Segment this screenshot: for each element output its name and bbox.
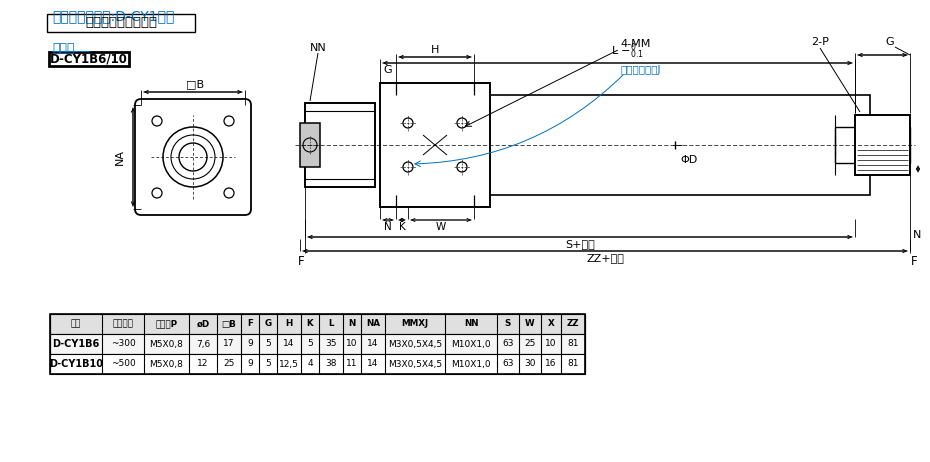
Text: ~300: ~300	[111, 340, 136, 348]
Text: D-CY1B6: D-CY1B6	[52, 339, 100, 349]
Text: 38: 38	[326, 359, 337, 369]
Text: 14: 14	[284, 340, 295, 348]
Text: 行程范围: 行程范围	[113, 320, 134, 328]
Text: ΦD: ΦD	[680, 155, 698, 165]
Text: H: H	[431, 45, 439, 55]
Text: 基本型: 基本型	[52, 42, 74, 55]
Text: M3X0,5X4,5: M3X0,5X4,5	[388, 359, 442, 369]
Text: D-CY1B10: D-CY1B10	[49, 359, 103, 369]
Text: 外形尺寸图（毫米）: 外形尺寸图（毫米）	[85, 17, 157, 30]
Text: X: X	[548, 320, 554, 328]
Text: K: K	[307, 320, 313, 328]
Text: 81: 81	[567, 359, 578, 369]
Text: N: N	[384, 222, 392, 232]
Text: 10: 10	[545, 340, 557, 348]
Text: 16: 16	[545, 359, 557, 369]
Text: MMXJ: MMXJ	[402, 320, 429, 328]
Text: F: F	[911, 255, 918, 268]
Text: □B: □B	[221, 320, 236, 328]
Text: W: W	[525, 320, 535, 328]
Text: ~500: ~500	[111, 359, 136, 369]
Text: NA: NA	[115, 149, 125, 165]
Text: 35: 35	[326, 340, 337, 348]
Bar	[50, 314, 585, 334]
Text: 10: 10	[346, 340, 358, 348]
Text: ZZ+行程: ZZ+行程	[586, 253, 624, 263]
Text: 螺纹有效深度J: 螺纹有效深度J	[620, 65, 660, 75]
Text: L: L	[328, 320, 334, 328]
Text: 14: 14	[367, 359, 379, 369]
Bar	[50, 354, 585, 374]
Text: 30: 30	[525, 359, 536, 369]
Text: S+行程: S+行程	[565, 239, 595, 249]
Text: 63: 63	[502, 340, 513, 348]
Text: 2-P: 2-P	[811, 37, 829, 47]
Bar	[300, 123, 320, 167]
Text: 4-MM: 4-MM	[620, 39, 650, 49]
Text: 4: 4	[307, 359, 312, 369]
Bar	[50, 334, 585, 354]
Text: NN: NN	[310, 43, 326, 53]
FancyBboxPatch shape	[135, 99, 251, 215]
Text: H: H	[286, 320, 293, 328]
Text: K: K	[399, 222, 405, 232]
Text: 5: 5	[265, 359, 271, 369]
Text: 12,5: 12,5	[279, 359, 299, 369]
Text: N: N	[913, 230, 922, 240]
Bar	[855, 115, 910, 175]
Text: ZZ: ZZ	[566, 320, 579, 328]
Text: F: F	[298, 255, 304, 268]
Text: NA: NA	[366, 320, 380, 328]
Bar	[835, 127, 910, 163]
Bar	[420, 95, 870, 195]
Text: 17: 17	[223, 340, 234, 348]
Text: NN: NN	[464, 320, 478, 328]
Text: 12: 12	[197, 359, 208, 369]
Text: M10X1,0: M10X1,0	[451, 340, 491, 348]
Text: G: G	[384, 65, 392, 75]
Text: 供气口P: 供气口P	[155, 320, 178, 328]
Text: øD: øD	[196, 320, 209, 328]
Text: M10X1,0: M10X1,0	[451, 359, 491, 369]
Text: L $-^{0}_{0.1}$: L $-^{0}_{0.1}$	[611, 42, 644, 61]
Text: 7,6: 7,6	[196, 340, 210, 348]
Text: W: W	[436, 222, 446, 232]
Bar	[305, 103, 375, 187]
Text: 63: 63	[502, 359, 513, 369]
Text: G: G	[264, 320, 272, 328]
Text: 81: 81	[567, 340, 578, 348]
Text: N: N	[349, 320, 355, 328]
Text: 14: 14	[367, 340, 379, 348]
Text: 5: 5	[265, 340, 271, 348]
Text: M5X0,8: M5X0,8	[150, 340, 183, 348]
Text: G: G	[885, 37, 895, 47]
Text: M5X0,8: M5X0,8	[150, 359, 183, 369]
Bar	[47, 14, 195, 32]
Bar	[380, 83, 490, 207]
Text: D-CY1B6/10: D-CY1B6/10	[50, 53, 128, 66]
Text: F: F	[247, 320, 253, 328]
Text: S: S	[505, 320, 512, 328]
Text: 5: 5	[307, 340, 312, 348]
Text: 磁偶式无杆气缸:D-CY1系列: 磁偶式无杆气缸:D-CY1系列	[52, 9, 174, 23]
Text: M3X0,5X4,5: M3X0,5X4,5	[388, 340, 442, 348]
Bar	[50, 314, 585, 374]
Text: 型号: 型号	[71, 320, 81, 328]
Text: 25: 25	[525, 340, 536, 348]
Bar	[49, 52, 129, 66]
Text: 9: 9	[247, 340, 253, 348]
Text: 11: 11	[346, 359, 358, 369]
Text: 9: 9	[247, 359, 253, 369]
Text: □B: □B	[186, 79, 204, 89]
Text: 25: 25	[223, 359, 234, 369]
